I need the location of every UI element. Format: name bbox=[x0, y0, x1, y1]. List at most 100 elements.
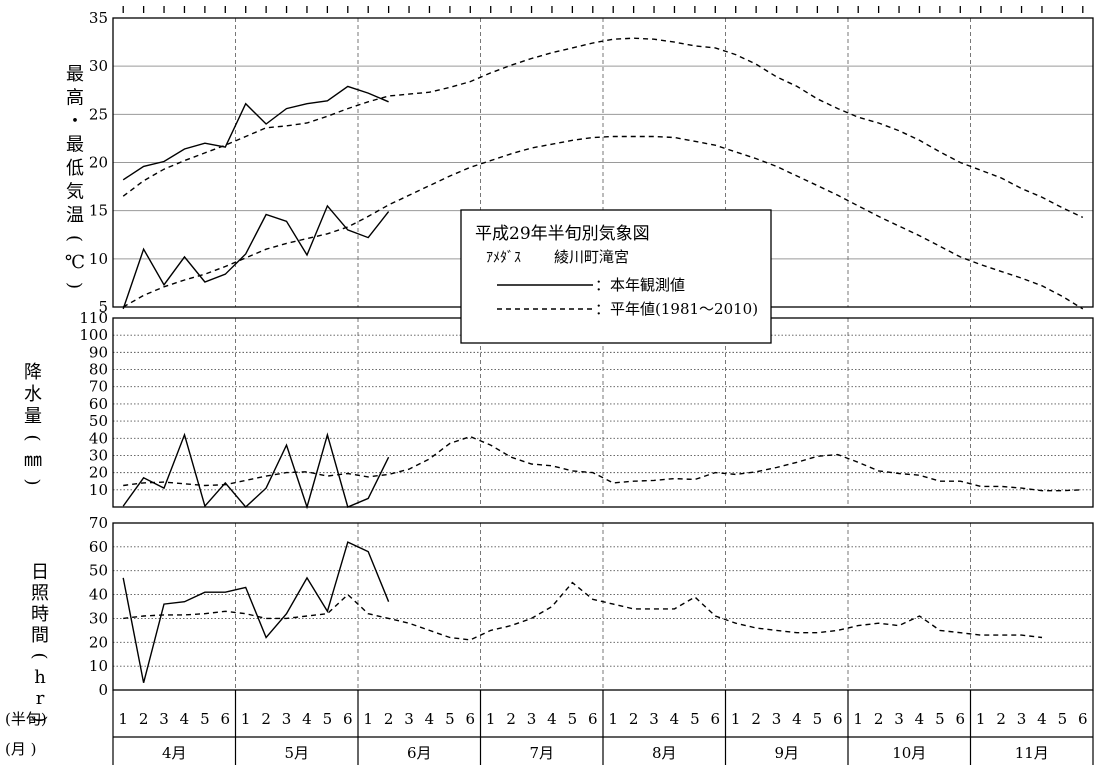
month-label: 7月 bbox=[529, 744, 554, 762]
y-tick-label: 25 bbox=[89, 105, 108, 123]
y-tick-label: 20 bbox=[89, 633, 108, 651]
axis-title-char: 時 bbox=[31, 604, 49, 625]
half-tick-label: 1 bbox=[731, 710, 741, 728]
axis-title-char: 最 bbox=[66, 135, 84, 156]
half-tick-label: 5 bbox=[200, 710, 210, 728]
half-tick-label: 6 bbox=[1078, 710, 1088, 728]
axis-title-char: 気 bbox=[66, 182, 84, 203]
axis-title-char: 高 bbox=[66, 88, 84, 109]
half-tick-label: 4 bbox=[302, 710, 312, 728]
legend-normal-label: ：平年値(1981～2010) bbox=[595, 300, 758, 318]
half-tick-label: 3 bbox=[894, 710, 904, 728]
series-temperature-max_observed bbox=[122, 85, 389, 181]
month-label: 5月 bbox=[284, 744, 309, 762]
half-tick-label: 1 bbox=[118, 710, 128, 728]
half-tick-label: 1 bbox=[976, 710, 986, 728]
y-tick-label: 0 bbox=[98, 681, 108, 699]
axis-title-char: r bbox=[36, 688, 45, 709]
half-tick-label: 2 bbox=[384, 710, 394, 728]
legend-title: 平成29年半旬別気象図 bbox=[475, 224, 650, 244]
sunshine-panel-grid: 0 10 20 30 40 50 60 70 bbox=[89, 514, 1093, 699]
axis-title-char: ( bbox=[64, 235, 85, 242]
half-tick-label: 6 bbox=[711, 710, 721, 728]
half-tick-label: 5 bbox=[1058, 710, 1068, 728]
half-tick-label: 4 bbox=[180, 710, 190, 728]
half-tick-label: 3 bbox=[772, 710, 782, 728]
y-tick-label: 40 bbox=[89, 586, 108, 604]
y-tick-label: 20 bbox=[89, 154, 108, 172]
axis-title-char: ℃ bbox=[65, 252, 85, 273]
y-tick-label: 10 bbox=[89, 481, 108, 499]
series-precipitation-observed bbox=[122, 432, 390, 510]
axis-title-char: 低 bbox=[66, 158, 84, 179]
half-tick-label: 4 bbox=[792, 710, 802, 728]
precipitation-axis-title: 降水量 (㎜) bbox=[22, 362, 43, 486]
y-tick-label: 10 bbox=[89, 657, 108, 675]
half-tick-label: 2 bbox=[629, 710, 639, 728]
half-tick-label: 3 bbox=[527, 710, 537, 728]
axis-title-char: ( bbox=[22, 434, 43, 441]
half-tick-label: 2 bbox=[996, 710, 1006, 728]
half-tick-label: 4 bbox=[425, 710, 435, 728]
half-tick-label: 3 bbox=[1017, 710, 1027, 728]
half-tick-label: 3 bbox=[404, 710, 414, 728]
y-tick-label: 90 bbox=[89, 343, 108, 361]
legend-box bbox=[460, 209, 772, 344]
axis-title-char: 降 bbox=[24, 362, 42, 383]
month-label: 10月 bbox=[892, 744, 926, 762]
half-tick-label: 3 bbox=[649, 710, 659, 728]
half-tick-label: 6 bbox=[956, 710, 966, 728]
series-temperature-min_observed bbox=[122, 204, 390, 310]
legend-observed-label: ：本年観測値 bbox=[595, 276, 685, 294]
half-tick-label: 1 bbox=[241, 710, 251, 728]
y-tick-label: 5 bbox=[98, 298, 108, 316]
half-tick-label: 4 bbox=[670, 710, 680, 728]
legend: 平成29年半旬別気象図 ｱﾒﾀﾞｽ 綾川町滝宮 ：本年観測値 ：平年値(1981… bbox=[460, 209, 772, 344]
axis-title-char: 最 bbox=[66, 64, 84, 85]
series-temperature-min_normal bbox=[122, 135, 1084, 310]
y-tick-label: 35 bbox=[89, 9, 108, 27]
axis-title-char: 間 bbox=[31, 625, 49, 646]
half-tick-label: 4 bbox=[547, 710, 557, 728]
chart-series bbox=[122, 37, 1084, 683]
half-tick-label: 2 bbox=[874, 710, 884, 728]
axis-title-char: ( bbox=[29, 652, 50, 659]
y-tick-label: 70 bbox=[89, 378, 108, 396]
half-tick-label: 5 bbox=[445, 710, 455, 728]
series-temperature-max_normal bbox=[122, 37, 1084, 219]
y-tick-label: 10 bbox=[89, 250, 108, 268]
month-row-label: (月 ) bbox=[5, 740, 36, 758]
month-label: 11月 bbox=[1015, 744, 1049, 762]
axis-title-char: ) bbox=[29, 715, 50, 722]
legend-station: 綾川町滝宮 bbox=[554, 248, 629, 266]
half-tick-label: 6 bbox=[221, 710, 231, 728]
y-tick-label: 60 bbox=[89, 538, 108, 556]
half-tick-label: 3 bbox=[159, 710, 169, 728]
axis-title-char: ) bbox=[22, 478, 43, 485]
half-tick-label: 3 bbox=[282, 710, 292, 728]
half-tick-label: 4 bbox=[915, 710, 925, 728]
half-tick-label: 6 bbox=[588, 710, 598, 728]
half-tick-label: 5 bbox=[690, 710, 700, 728]
axis-title-char: ㎜ bbox=[24, 450, 42, 471]
axis-title-char: 照 bbox=[31, 583, 49, 604]
half-tick-label: 5 bbox=[935, 710, 945, 728]
half-tick-label: 5 bbox=[813, 710, 823, 728]
axis-title-char: 温 bbox=[66, 205, 84, 226]
axis-title-char: 水 bbox=[24, 384, 42, 405]
half-tick-label: 6 bbox=[833, 710, 843, 728]
month-label: 4月 bbox=[162, 744, 187, 762]
half-tick-label: 5 bbox=[568, 710, 578, 728]
y-tick-label: 110 bbox=[79, 309, 108, 327]
half-tick-label: 2 bbox=[751, 710, 761, 728]
half-tick-label: 6 bbox=[466, 710, 476, 728]
y-tick-label: 15 bbox=[89, 202, 108, 220]
y-tick-label: 60 bbox=[89, 395, 108, 413]
series-sunshine-normal bbox=[123, 581, 1043, 641]
half-tick-label: 2 bbox=[261, 710, 271, 728]
half-tick-label: 1 bbox=[486, 710, 496, 728]
